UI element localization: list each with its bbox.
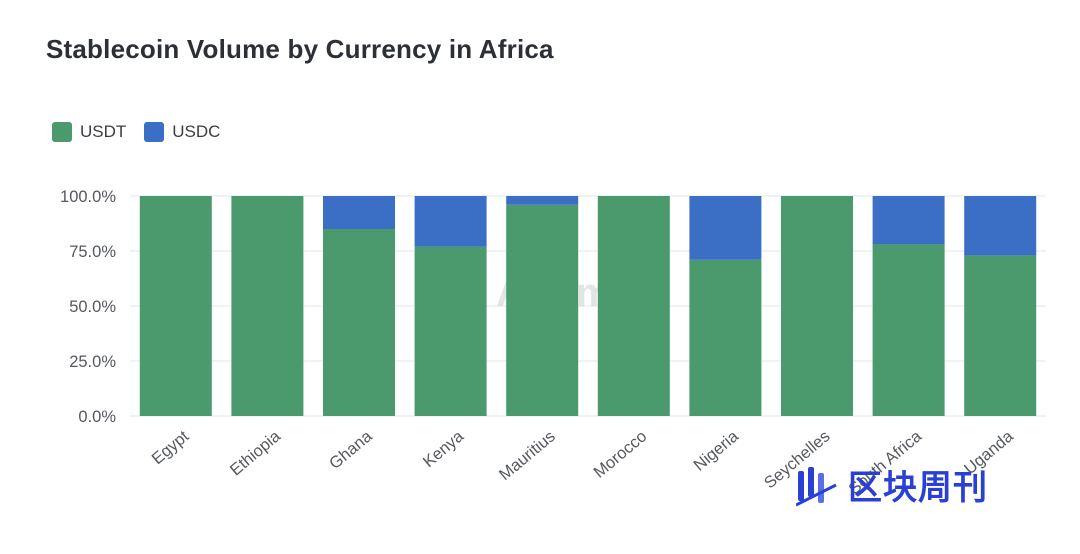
y-tick-label: 75.0% [69,243,116,261]
bar-usdt-uganda [964,255,1037,416]
chart-title: Stablecoin Volume by Currency in Africa [46,34,554,64]
x-tick-label: Nigeria [690,427,742,475]
legend-label-usdt: USDT [80,122,127,141]
bar-usdc-mauritius [506,196,579,205]
bar-usdt-kenya [414,246,487,416]
bar-usdc-ghana [323,196,395,229]
bar-usdt-seychelles [781,196,853,416]
bar-usdc-kenya [414,196,487,247]
brand-text: 区块周刊 [848,468,988,508]
legend-swatch-usdc [144,122,165,142]
x-tick-label: Ghana [326,427,376,473]
legend-item-usdt[interactable]: USDT [52,122,126,142]
bar-usdt-ghana [323,229,395,416]
bar-usdt-south-africa [872,244,945,416]
x-tick-label: Mauritius [496,427,559,484]
legend-swatch-usdt [52,122,72,142]
x-tick-label: Ethiopia [227,427,285,480]
x-tick-label: Morocco [590,427,650,481]
bar-usdt-mauritius [506,204,579,416]
x-tick-label: Kenya [420,427,468,471]
y-tick-label: 50.0% [69,298,116,316]
bar-usdc-nigeria [689,196,762,260]
bar-usdt-morocco [597,196,670,416]
bar-usdc-south-africa [872,196,945,245]
bar-usdt-nigeria [689,259,762,416]
bar-usdt-ethiopia [231,196,304,416]
legend: USDT USDC [52,122,220,142]
x-tick-label: Egypt [148,427,192,468]
y-tick-label: 0.0% [78,408,116,426]
bar-usdc-uganda [964,196,1037,256]
brand-bars-icon [796,466,837,506]
brand-badge: 区块周刊 [796,460,988,509]
legend-item-usdc[interactable]: USDC [144,122,220,142]
y-tick-label: 25.0% [69,353,116,371]
y-tick-label: 100.0% [60,188,116,206]
legend-label-usdc: USDC [172,122,221,141]
bar-usdt-egypt [139,196,212,416]
